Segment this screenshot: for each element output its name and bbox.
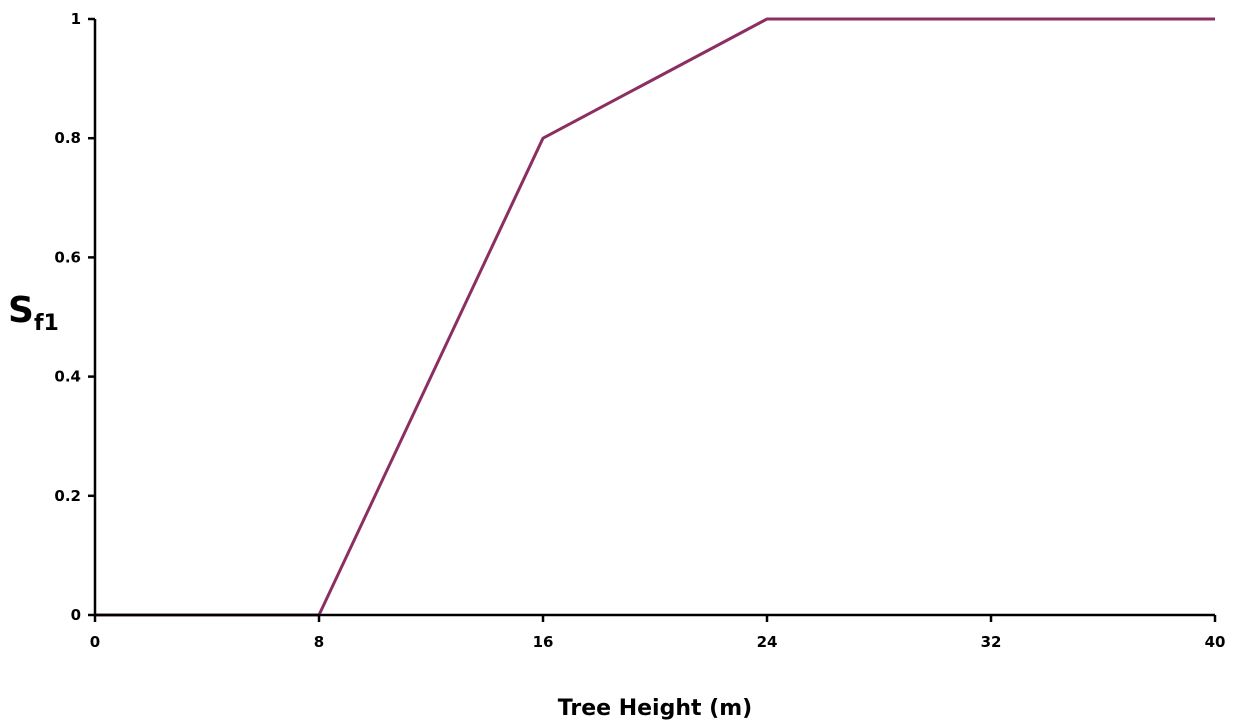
x-ticks: 0 8 16 24 32 40 [90,615,1226,651]
y-tick-label: 0.4 [54,368,81,386]
y-tick-label: 0.8 [54,129,81,147]
y-axis-title: Sf1 [8,290,59,336]
x-tick-label: 24 [757,633,778,651]
y-tick-label: 0 [71,606,81,624]
x-tick-label: 0 [90,633,100,651]
series-layer [95,17,1215,617]
series-line [95,17,1215,617]
x-axis: 0 8 16 24 32 40 [90,613,1226,651]
x-tick-label: 40 [1205,633,1226,651]
x-tick-label: 16 [533,633,554,651]
y-ticks: 0 0.2 0.4 0.6 0.8 1 [54,10,95,624]
x-tick-label: 8 [314,633,324,651]
y-tick-label: 0.2 [54,487,81,505]
y-axis-title-main: S [8,290,34,331]
y-tick-label: 1 [71,10,81,28]
x-tick-label: 32 [981,633,1002,651]
y-axis: 0 0.2 0.4 0.6 0.8 1 [54,10,97,624]
y-axis-title-subscript: f1 [34,311,59,336]
y-tick-label: 0.6 [54,248,81,266]
x-axis-title: Tree Height (m) [558,696,752,721]
